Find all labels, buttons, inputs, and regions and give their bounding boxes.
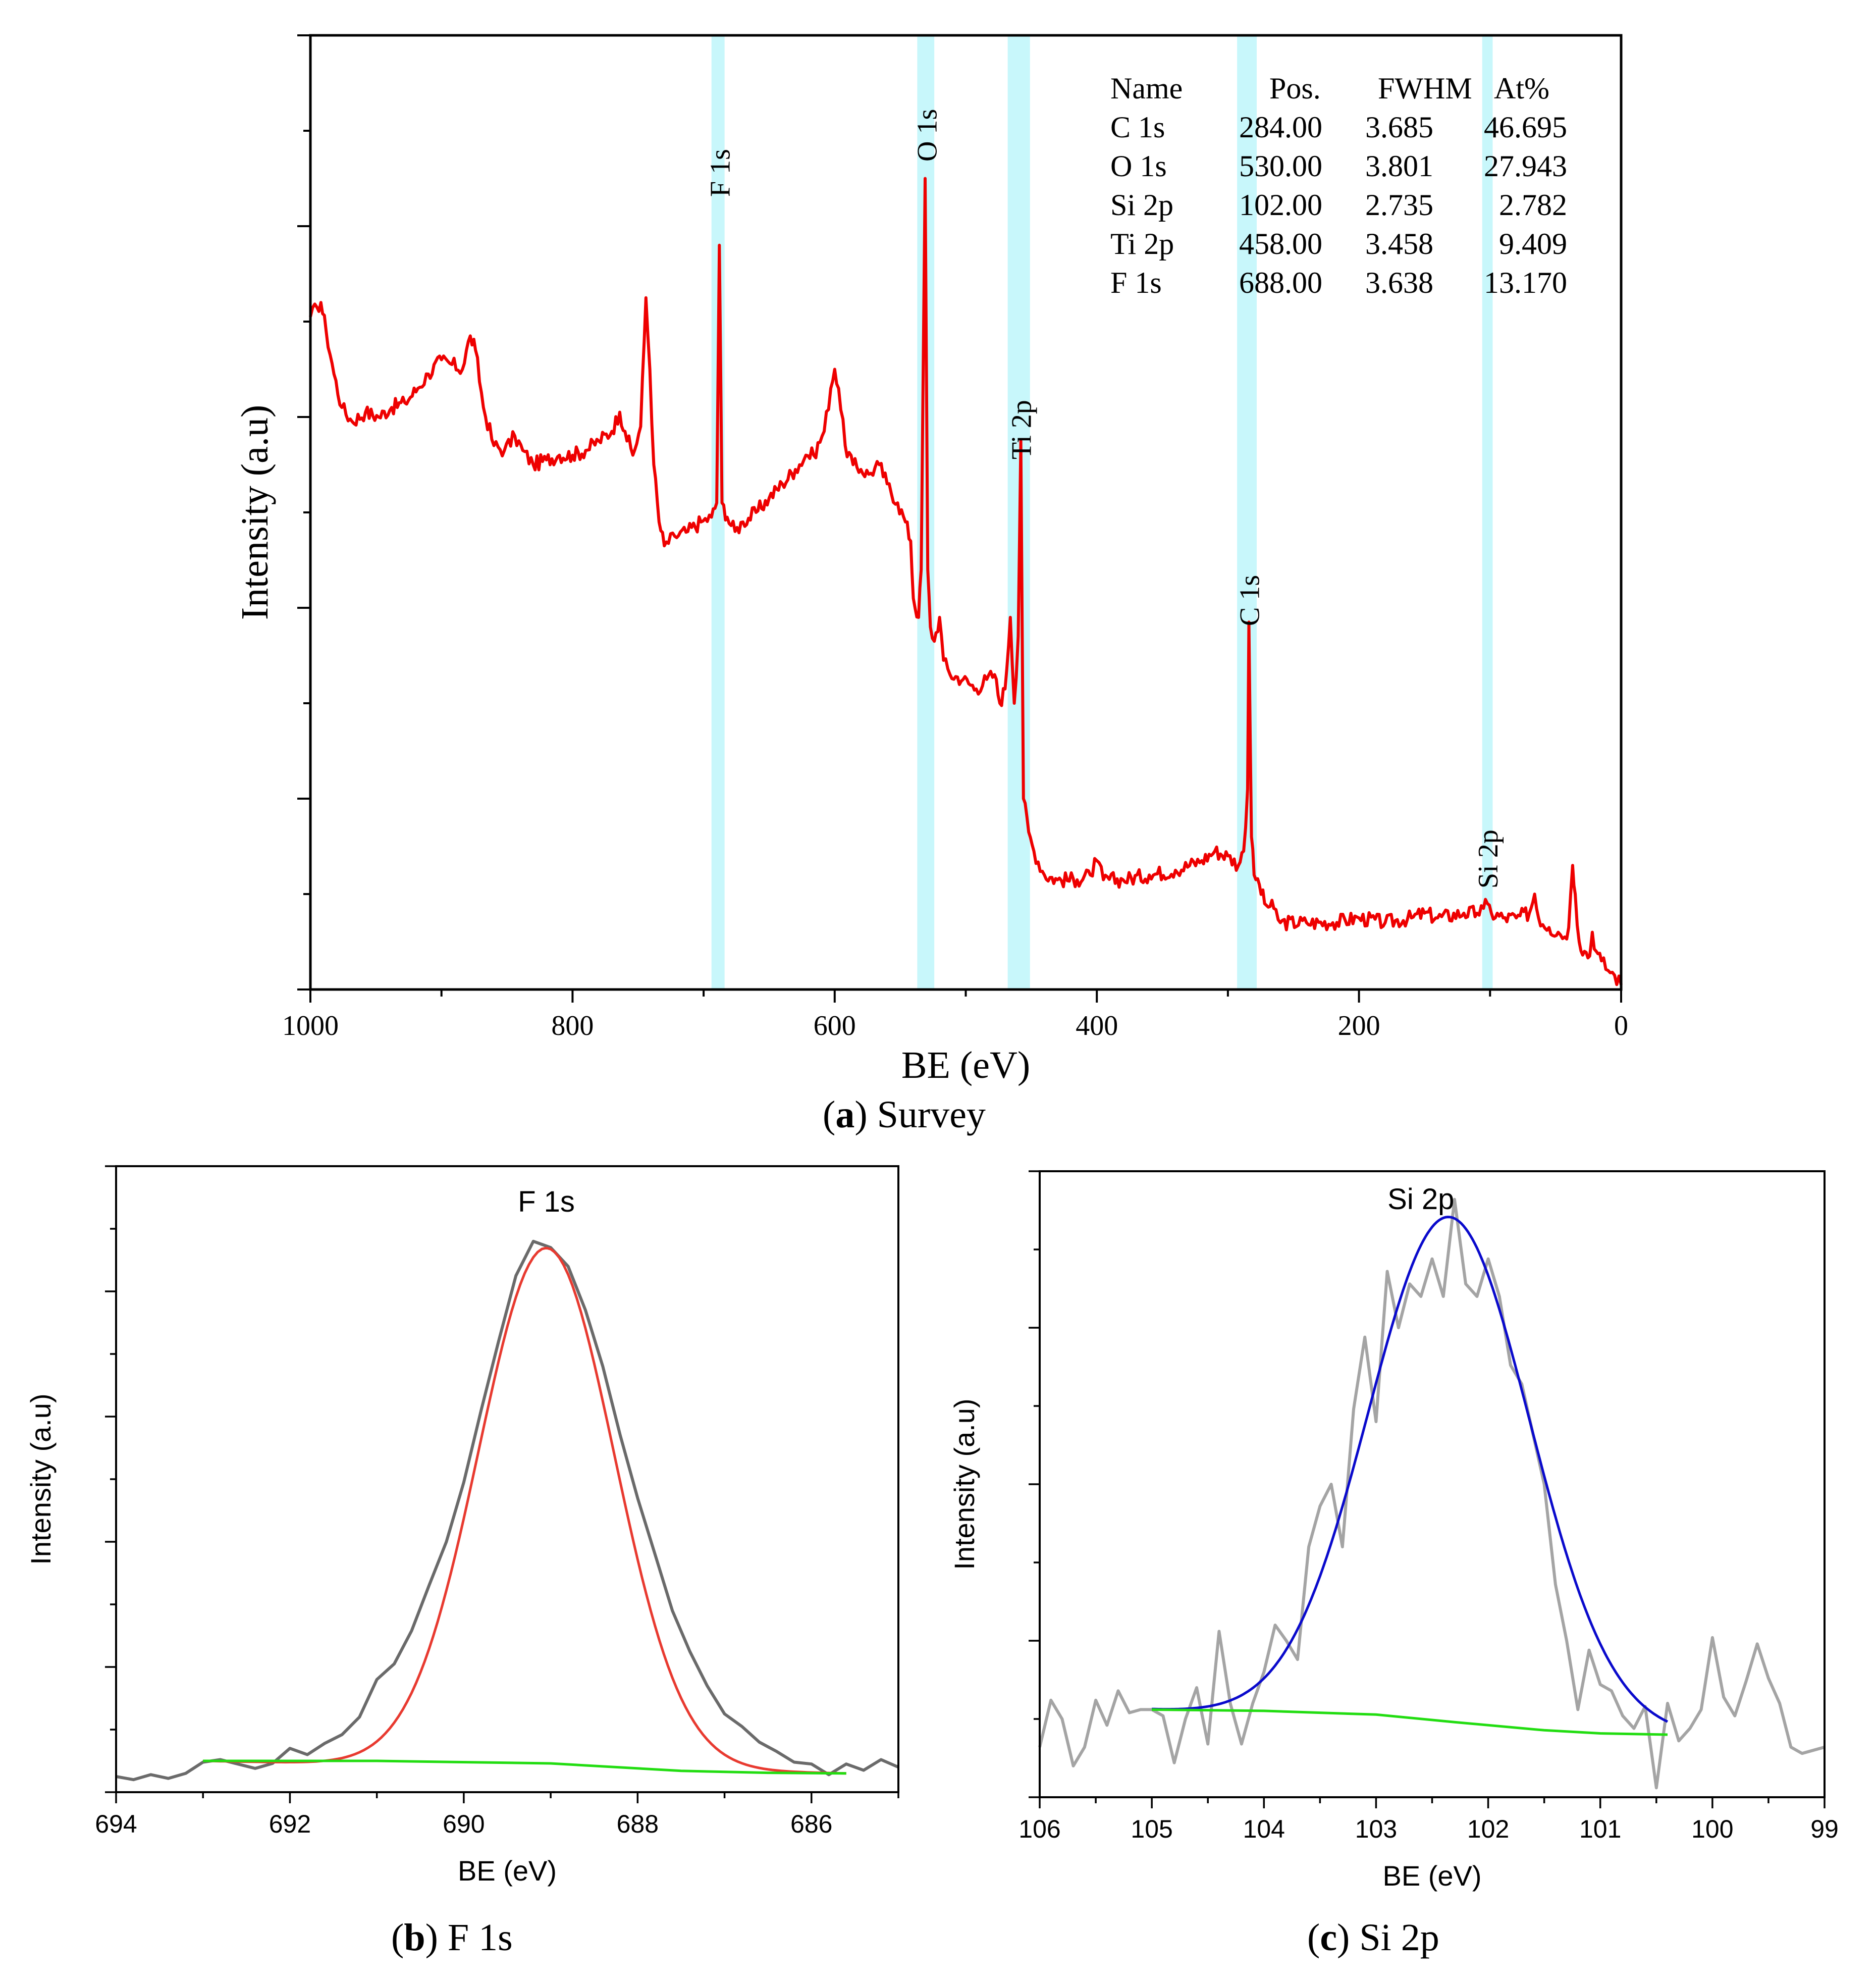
caption-f1s: (b) F 1s bbox=[391, 1916, 513, 1959]
survey-peak-label: Ti 2p bbox=[1006, 400, 1038, 459]
survey-table-cell: C 1s bbox=[1110, 111, 1165, 144]
survey-table-cell: 46.695 bbox=[1484, 111, 1567, 144]
survey-peak-label: C 1s bbox=[1234, 575, 1265, 626]
caption-survey-letter: a bbox=[835, 1093, 855, 1136]
f1s-plot-frame bbox=[115, 1165, 899, 1793]
survey-x-tick-label: 200 bbox=[1338, 1010, 1380, 1041]
survey-table-cell: 530.00 bbox=[1239, 149, 1322, 183]
survey-table-cell: 2.735 bbox=[1365, 188, 1433, 222]
survey-table-header: Pos. bbox=[1269, 72, 1321, 105]
survey-table-cell: 458.00 bbox=[1239, 227, 1322, 260]
si2p-x-tick-label: 104 bbox=[1243, 1815, 1285, 1843]
survey-peak-label: Si 2p bbox=[1473, 829, 1504, 889]
survey-x-axis-label: BE (eV) bbox=[901, 1044, 1030, 1086]
survey-x-tick-label: 600 bbox=[814, 1010, 856, 1041]
survey-highlight-band bbox=[1482, 35, 1493, 989]
survey-x-tick-label: 0 bbox=[1614, 1010, 1628, 1041]
survey-table-cell: 688.00 bbox=[1239, 266, 1322, 299]
caption-survey-text: Survey bbox=[877, 1093, 986, 1136]
caption-f1s-letter: b bbox=[404, 1916, 425, 1959]
survey-panel: 1000 800 600 400 200 0 BE (eV) Intensity (a.u) F… bbox=[234, 34, 1628, 1086]
si2p-y-axis-label: Intensity (a.u) bbox=[948, 1398, 980, 1570]
f1s-x-tick-label: 692 bbox=[269, 1810, 311, 1838]
survey-x-tick-label: 800 bbox=[551, 1010, 594, 1041]
survey-table-cell: O 1s bbox=[1110, 149, 1167, 183]
f1s-y-axis-label: Intensity (a.u) bbox=[25, 1393, 57, 1564]
survey-table-cell: 3.638 bbox=[1365, 266, 1433, 299]
si2p-background-line bbox=[1152, 1708, 1668, 1736]
caption-si2p: (c) Si 2p bbox=[1307, 1916, 1439, 1959]
f1s-x-tick-label: 686 bbox=[790, 1810, 832, 1838]
si2p-x-axis-label: BE (eV) bbox=[1382, 1860, 1481, 1892]
caption-f1s-text: F 1s bbox=[447, 1916, 513, 1959]
survey-x-tick-label: 400 bbox=[1076, 1010, 1118, 1041]
survey-x-tick-label: 1000 bbox=[282, 1010, 339, 1041]
survey-spectrum-line bbox=[309, 177, 1623, 986]
survey-table-cell: 284.00 bbox=[1239, 111, 1322, 144]
si2p-panel: 106 105 104 103 102 101 100 99 BE (eV) Intensity … bbox=[948, 1170, 1839, 1892]
f1s-fit-line bbox=[203, 1246, 846, 1775]
si2p-chart-title: Si 2p bbox=[1387, 1183, 1454, 1216]
si2p-raw-line bbox=[1038, 1197, 1825, 1790]
si2p-x-tick-label: 100 bbox=[1691, 1815, 1733, 1843]
survey-table-cell: Ti 2p bbox=[1110, 227, 1174, 260]
survey-table-cell: 13.170 bbox=[1484, 266, 1567, 299]
survey-table-header: FWHM bbox=[1378, 72, 1472, 105]
si2p-x-tick-label: 103 bbox=[1355, 1815, 1397, 1843]
survey-table-cell: 3.458 bbox=[1365, 227, 1433, 260]
survey-highlight-band bbox=[1237, 35, 1257, 989]
survey-table-header: At% bbox=[1494, 72, 1549, 105]
survey-table-cell: 102.00 bbox=[1239, 188, 1322, 222]
f1s-background-line bbox=[203, 1759, 846, 1775]
caption-survey: (a) Survey bbox=[823, 1093, 986, 1136]
survey-table-cell: Si 2p bbox=[1110, 188, 1173, 222]
survey-table-cell: 9.409 bbox=[1499, 227, 1567, 260]
si2p-x-tick-label: 102 bbox=[1467, 1815, 1509, 1843]
caption-si2p-text: Si 2p bbox=[1359, 1916, 1439, 1959]
survey-table-cell: 2.782 bbox=[1499, 188, 1567, 222]
f1s-x-tick-label: 690 bbox=[443, 1810, 485, 1838]
f1s-x-tick-label: 694 bbox=[95, 1810, 137, 1838]
si2p-x-tick-label: 105 bbox=[1131, 1815, 1172, 1843]
f1s-panel: 694 692 690 688 686 BE (eV) Intensity (a.u) F 1… bbox=[25, 1165, 899, 1887]
si2p-plot-frame bbox=[1039, 1170, 1826, 1798]
survey-table-cell: F 1s bbox=[1110, 266, 1162, 299]
survey-peak-label: F 1s bbox=[705, 149, 736, 197]
survey-table-cell: 3.685 bbox=[1365, 111, 1433, 144]
survey-table-header: Name bbox=[1110, 72, 1183, 105]
survey-table-cell: 3.801 bbox=[1365, 149, 1433, 183]
si2p-x-tick-label: 106 bbox=[1019, 1815, 1060, 1843]
si2p-fit-line bbox=[1152, 1216, 1669, 1723]
si2p-x-tick-label: 101 bbox=[1579, 1815, 1621, 1843]
caption-si2p-letter: c bbox=[1320, 1916, 1337, 1959]
si2p-x-tick-label: 99 bbox=[1810, 1815, 1839, 1843]
f1s-x-axis-label: BE (eV) bbox=[458, 1855, 557, 1887]
survey-peak-label: O 1s bbox=[912, 109, 943, 162]
survey-table-cell: 27.943 bbox=[1484, 149, 1567, 183]
f1s-chart-title: F 1s bbox=[518, 1185, 575, 1218]
f1s-x-tick-label: 688 bbox=[617, 1810, 659, 1838]
f1s-raw-line bbox=[116, 1239, 899, 1782]
survey-y-axis-label: Intensity (a.u) bbox=[234, 405, 276, 620]
